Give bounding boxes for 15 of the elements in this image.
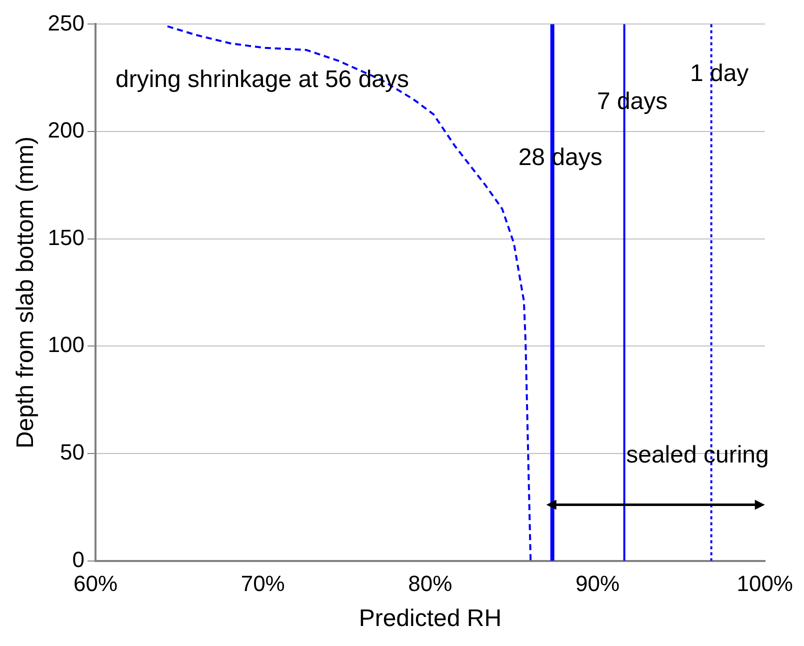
- x-tick-label: 80%: [408, 571, 452, 596]
- y-tick-label: 50: [60, 440, 85, 465]
- x-tick-label: 90%: [576, 571, 620, 596]
- y-axis-title: Depth from slab bottom (mm): [12, 136, 40, 449]
- y-tick-label: 200: [48, 118, 85, 143]
- y-tick-label: 0: [72, 546, 85, 572]
- y-tick-label: 150: [48, 224, 85, 250]
- ref-line-label: 1 day: [690, 60, 749, 87]
- x-tick-label: 70%: [240, 571, 285, 596]
- y-tick-label: 250: [48, 10, 85, 36]
- x-tick-label: 100%: [736, 571, 794, 596]
- y-tick-label: 100: [48, 332, 85, 358]
- x-tick-label: 60%: [73, 571, 118, 596]
- annotation: sealed curing: [626, 441, 769, 468]
- x-axis-title: Predicted RH: [358, 605, 502, 632]
